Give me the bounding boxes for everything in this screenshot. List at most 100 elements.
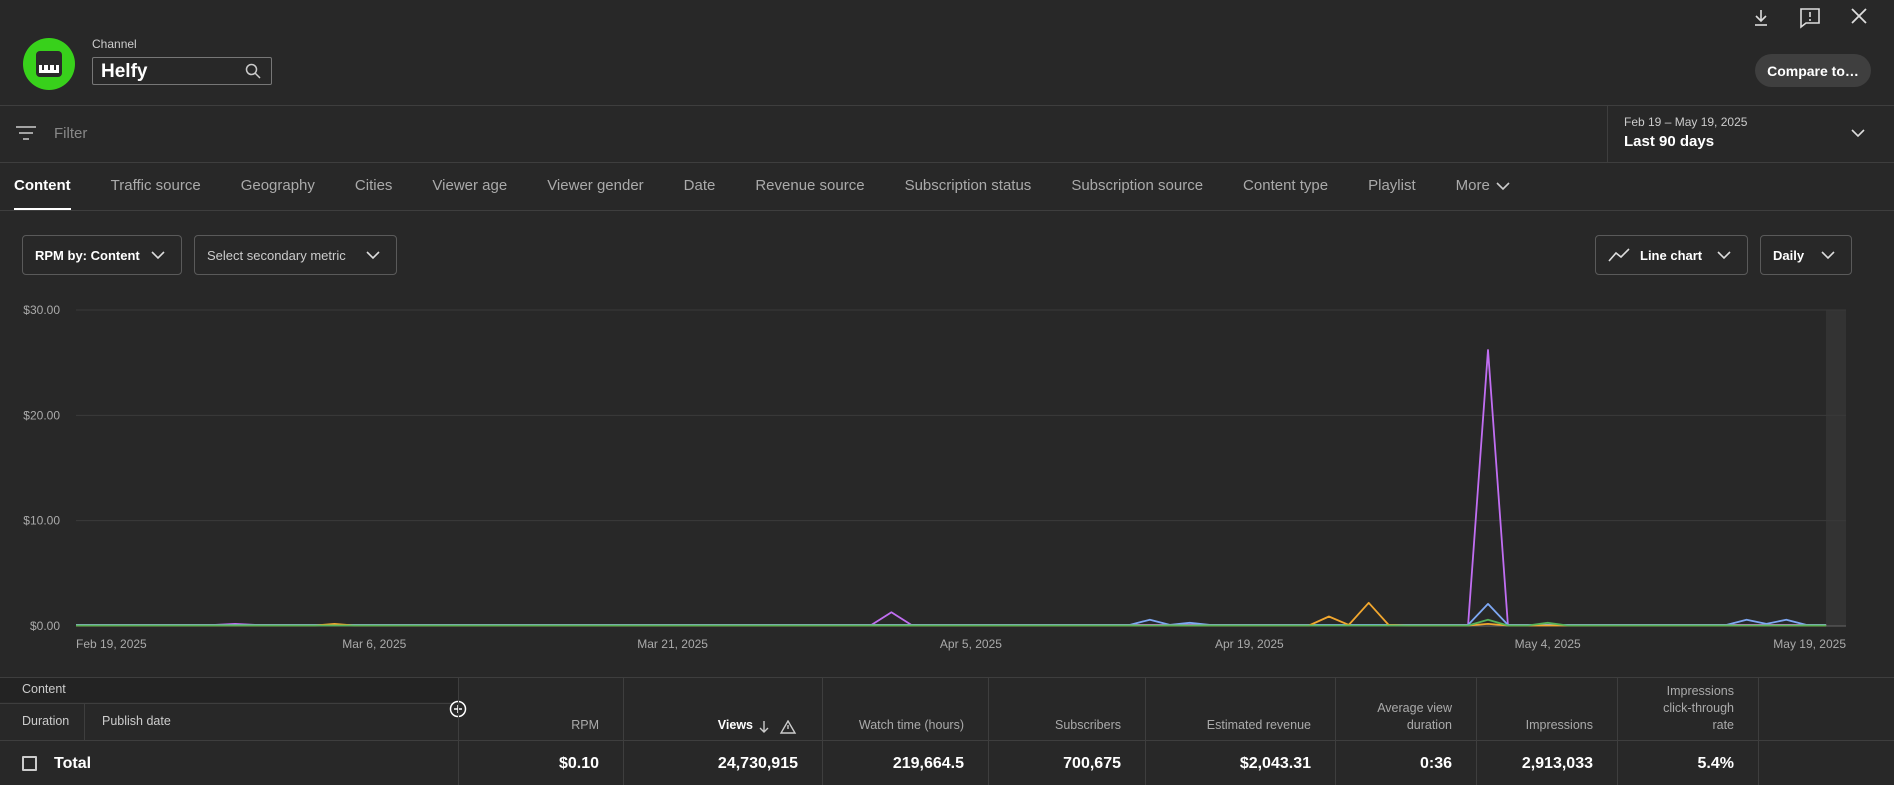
tab[interactable]: Viewer gender xyxy=(547,177,644,194)
divider xyxy=(0,105,1894,106)
column-header[interactable]: Subscribers xyxy=(1055,718,1121,732)
close-icon[interactable] xyxy=(1851,8,1867,24)
x-tick-label: May 19, 2025 xyxy=(1773,637,1846,651)
tab[interactable]: More xyxy=(1456,177,1510,194)
y-tick-label: $0.00 xyxy=(30,619,60,633)
hover-strip xyxy=(1826,310,1846,626)
chart-type-select[interactable]: Line chart xyxy=(1595,235,1748,275)
divider xyxy=(1617,678,1618,785)
divider xyxy=(458,678,459,785)
tab[interactable]: Subscription source xyxy=(1071,177,1204,194)
top-icons xyxy=(1755,8,1867,29)
y-tick-label: $30.00 xyxy=(23,303,60,317)
column-header[interactable]: Views xyxy=(717,718,753,732)
column-header[interactable]: Watch time (hours) xyxy=(858,718,964,732)
sub-label[interactable]: Publish date xyxy=(102,714,171,728)
tab[interactable]: Content type xyxy=(1243,177,1329,194)
search-icon[interactable] xyxy=(245,63,261,79)
y-tick-label: $10.00 xyxy=(23,514,60,528)
tab[interactable]: Viewer age xyxy=(432,177,508,194)
divider xyxy=(0,677,1894,678)
x-tick-label: May 4, 2025 xyxy=(1515,637,1581,651)
channel-avatar xyxy=(23,38,75,90)
chart: $0.00 $10.00 $20.00 $30.00 Feb 19, 2025 Mar 6… xyxy=(23,303,1846,651)
secondary-metric-select[interactable]: Select secondary metric xyxy=(194,235,397,275)
tab[interactable]: Revenue source xyxy=(755,177,865,194)
download-icon[interactable] xyxy=(1755,10,1767,26)
tab[interactable]: Subscription status xyxy=(904,177,1032,194)
x-tick-label: Mar 21, 2025 xyxy=(637,637,708,651)
x-tick-label: Mar 6, 2025 xyxy=(342,637,406,651)
tab[interactable]: Playlist xyxy=(1368,177,1416,194)
secondary-metric-label: Select secondary metric xyxy=(207,247,346,263)
chevron xyxy=(1717,251,1731,260)
interval-label: Daily xyxy=(1773,247,1805,263)
divider xyxy=(1758,678,1759,785)
line-chart-icon xyxy=(1608,248,1630,262)
dropdown-chevron[interactable] xyxy=(1850,127,1866,139)
tab[interactable]: Traffic source xyxy=(110,177,201,194)
feedback-icon[interactable] xyxy=(1800,8,1820,29)
tab[interactable]: Cities xyxy=(354,177,393,194)
x-tick-label: Apr 5, 2025 xyxy=(940,637,1002,651)
metric-label: RPM by: Content xyxy=(35,247,140,263)
total-value: 700,675 xyxy=(1063,755,1121,772)
series-line xyxy=(76,601,1827,627)
divider xyxy=(1145,678,1146,785)
tab-bar: Content Traffic source Geography Cities View… xyxy=(14,177,1510,211)
x-tick-label: Apr 19, 2025 xyxy=(1215,637,1284,651)
y-tick-label: $20.00 xyxy=(23,408,60,422)
divider xyxy=(1607,106,1608,162)
chevron xyxy=(151,251,165,260)
tab[interactable]: Geography xyxy=(240,177,315,194)
total-value: 24,730,915 xyxy=(717,755,798,772)
interval-select[interactable]: Daily xyxy=(1760,235,1852,275)
chevron xyxy=(1821,251,1835,260)
chevron xyxy=(366,251,380,260)
sort-icons[interactable] xyxy=(758,720,798,734)
divider xyxy=(0,703,458,704)
compare-button[interactable]: Compare to… xyxy=(1755,54,1871,87)
chart-type-label: Line chart xyxy=(1640,247,1703,263)
tab[interactable]: Date xyxy=(683,177,716,194)
divider xyxy=(0,740,1894,741)
chevron xyxy=(1496,181,1510,190)
divider xyxy=(988,678,989,785)
divider xyxy=(0,210,1894,211)
total-value: 0:36 xyxy=(1419,755,1452,772)
filter-icon[interactable] xyxy=(15,125,37,141)
channel-name: Helfy xyxy=(101,61,148,82)
column-header[interactable]: Impressions xyxy=(1525,718,1593,732)
sub-label[interactable]: Duration xyxy=(22,714,70,728)
divider xyxy=(1335,678,1336,785)
divider xyxy=(623,678,624,785)
total-value: 219,664.5 xyxy=(892,755,964,772)
date-period[interactable]: Last 90 days xyxy=(1624,133,1715,150)
divider xyxy=(1476,678,1477,785)
tab[interactable]: Content xyxy=(14,177,71,211)
checkbox[interactable] xyxy=(22,756,37,771)
column-header[interactable]: Estimated revenue xyxy=(1206,718,1311,732)
date-range: Feb 19 – May 19, 2025 xyxy=(1624,115,1748,129)
series-line xyxy=(76,603,1827,626)
group-label: Content xyxy=(22,682,66,696)
total-value: $0.10 xyxy=(558,755,599,772)
metric-select[interactable]: RPM by: Content xyxy=(22,235,182,275)
column-header[interactable]: RPM xyxy=(571,718,599,732)
total-value: $2,043.31 xyxy=(1239,755,1311,772)
series-line xyxy=(76,618,1827,627)
divider xyxy=(822,678,823,785)
column-header[interactable]: Average view duration xyxy=(1377,701,1452,732)
total-value: 2,913,033 xyxy=(1521,755,1593,772)
tab-underline xyxy=(14,208,71,211)
channel-label: Channel xyxy=(92,37,137,51)
group-header xyxy=(0,678,458,702)
filter-input[interactable]: Filter xyxy=(54,125,88,142)
channel-input[interactable]: Helfy xyxy=(92,57,272,85)
total-value: 5.4% xyxy=(1697,755,1734,772)
divider xyxy=(0,162,1894,163)
divider xyxy=(84,704,85,740)
x-tick-label: Feb 19, 2025 xyxy=(76,637,147,651)
column-header[interactable]: Impressions click-through rate xyxy=(1663,684,1734,732)
